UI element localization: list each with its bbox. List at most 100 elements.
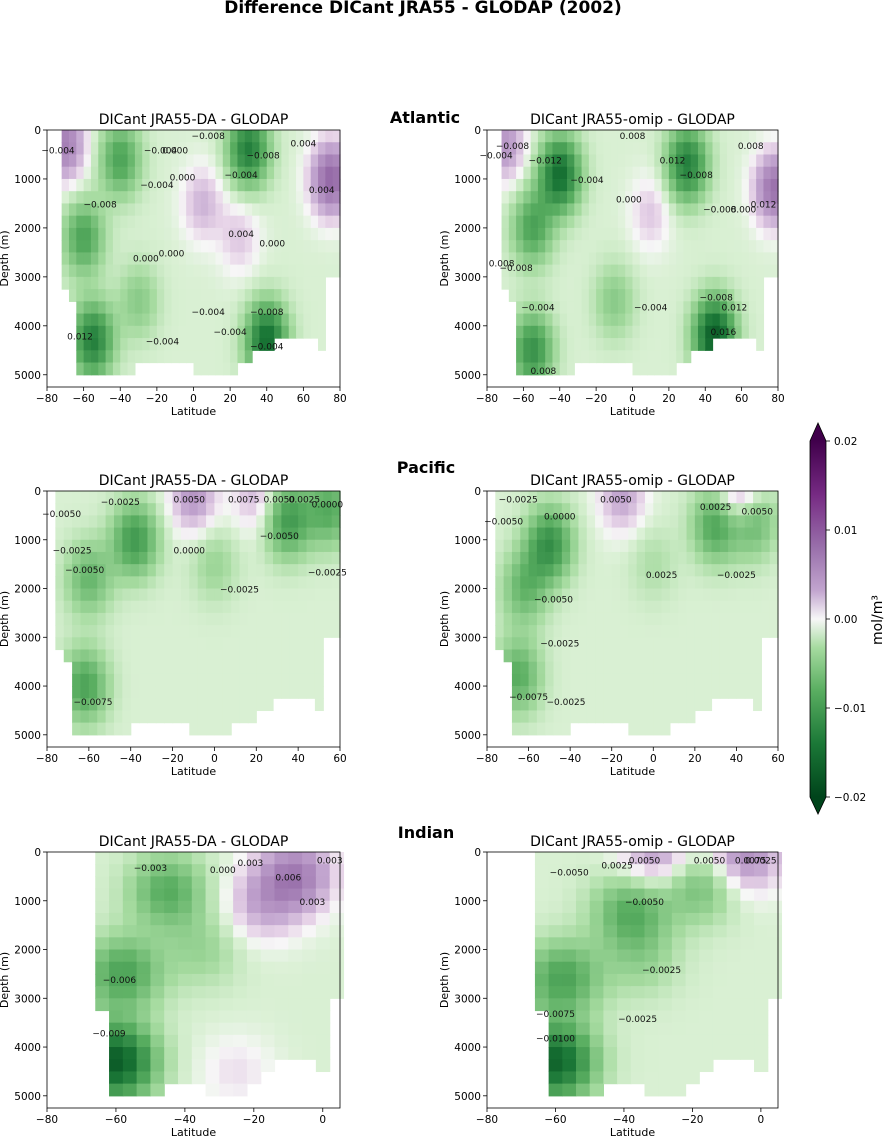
heatmap-cell (576, 998, 591, 1012)
heatmap-cell (105, 178, 114, 192)
heatmap-cell (83, 313, 92, 327)
heatmap-cell (644, 864, 659, 877)
heatmap-cell (105, 166, 114, 180)
heatmap-cell (567, 142, 575, 156)
heatmap-cell (647, 350, 655, 364)
heatmap-cell (611, 576, 621, 590)
heatmap-cell (740, 1022, 755, 1036)
heatmap-cell (281, 142, 290, 156)
heatmap-cell (620, 491, 629, 504)
heatmap-cell (610, 240, 619, 253)
heatmap-cell (719, 154, 728, 168)
contour-label: −0.004 (250, 343, 284, 353)
heatmap-cell (697, 130, 706, 143)
heatmap-cell (611, 649, 621, 663)
heatmap-cell (705, 142, 714, 156)
x-tick-label: −40 (559, 753, 581, 765)
heatmap-cell (734, 264, 743, 278)
heatmap-cell (205, 925, 220, 938)
heatmap-cell (753, 698, 762, 712)
heatmap-cell (545, 551, 555, 565)
heatmap-cell (315, 925, 331, 938)
heatmap-cell (200, 264, 209, 278)
heatmap-cell (756, 240, 765, 253)
heatmap-cell (754, 1047, 769, 1060)
heatmap-cell (639, 130, 648, 143)
heatmap-cell (288, 264, 297, 278)
heatmap-cell (189, 637, 199, 651)
heatmap-cell (281, 178, 290, 192)
heatmap-cell (711, 625, 721, 638)
heatmap-cell (654, 313, 663, 327)
heatmap-cell (596, 350, 604, 364)
heatmap-cell (147, 551, 157, 565)
heatmap-cell (155, 539, 165, 553)
heatmap-cell (545, 539, 555, 553)
contour-label: −0.0025 (499, 495, 538, 505)
heatmap-cell (76, 325, 85, 339)
heatmap-cell (281, 240, 290, 253)
heatmap-cell (136, 998, 152, 1012)
heatmap-cell (548, 925, 563, 938)
heatmap-cell (180, 710, 190, 724)
heatmap-cell (630, 864, 646, 877)
x-axis-label: Latitude (171, 1126, 217, 1137)
heatmap-cell (654, 178, 663, 192)
y-tick-label: 2000 (454, 223, 481, 235)
heatmap-cells (55, 491, 341, 736)
heatmap-cell (139, 600, 149, 614)
heatmap-cell (719, 178, 728, 192)
heatmap-cell (653, 539, 663, 553)
heatmap-cell (171, 130, 180, 143)
heatmap-cell (156, 289, 165, 302)
heatmap-cell (256, 637, 266, 651)
heatmap-cell (105, 313, 114, 327)
heatmap-cell (661, 673, 671, 687)
heatmap-cell (669, 576, 679, 590)
heatmap-cell (260, 973, 276, 987)
heatmap-cell (112, 178, 121, 192)
heatmap-cell (671, 998, 687, 1012)
heatmap-cell (754, 852, 769, 865)
heatmap-cell (189, 491, 199, 504)
heatmap-cell (511, 515, 521, 529)
heatmap-cell (296, 301, 304, 315)
heatmap-cell (318, 276, 326, 290)
heatmap-cell (171, 350, 180, 364)
contour-label: 0.0050 (174, 495, 206, 505)
heatmap-cell (68, 227, 77, 241)
heatmap-cell (193, 264, 202, 278)
heatmap-cell (503, 649, 513, 663)
heatmap-cell (628, 625, 638, 638)
heatmap-cell (644, 698, 654, 712)
heatmap-cell (197, 491, 207, 504)
heatmap-cell (68, 178, 77, 192)
heatmap-cell (164, 961, 179, 975)
heatmap-cell (647, 142, 655, 156)
heatmap-cell (754, 888, 769, 902)
heatmap-cell (694, 515, 704, 529)
heatmap-cell (120, 276, 129, 290)
heatmap-cell (142, 178, 151, 192)
heatmap-cell (314, 625, 324, 638)
heatmap-cell (567, 264, 575, 278)
heatmap-cell (753, 612, 762, 626)
heatmap-cell (206, 637, 216, 651)
heatmap-cell (61, 215, 70, 229)
contour-label: 0.0025 (601, 861, 633, 871)
heatmap-cell (88, 661, 98, 675)
heatmap-cell (756, 313, 765, 327)
heatmap-cell (178, 203, 187, 217)
heatmap-cell (625, 154, 634, 168)
heatmap-cell (644, 722, 654, 736)
heatmap-cell (289, 612, 299, 626)
heatmap-cell (288, 215, 297, 229)
heatmap-cell (150, 998, 165, 1012)
heatmap-cell (127, 227, 136, 241)
heatmap-cell (578, 612, 588, 626)
heatmap-cell (289, 625, 299, 638)
heatmap-cell (748, 191, 757, 205)
heatmap-cell (136, 986, 152, 999)
heatmap-cell (231, 588, 241, 602)
heatmap-cell (127, 252, 136, 266)
